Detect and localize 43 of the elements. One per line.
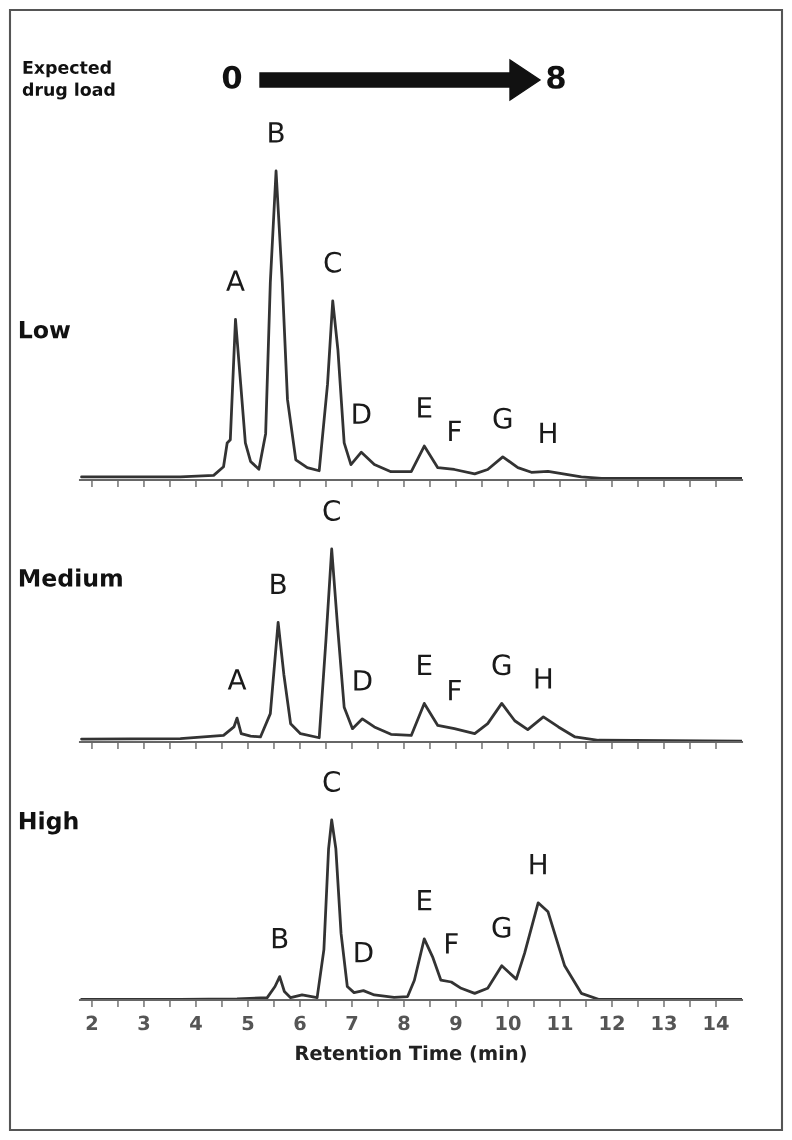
text: Expected drug load [22,60,115,100]
annotation: E [418,397,432,418]
x-tick-label: 8 [398,1015,410,1031]
x-tick-label: 5 [242,1015,254,1031]
chart-title: High [19,811,78,835]
annotation: F [446,933,458,954]
annotation: G [492,916,511,938]
x-tick-label: 7 [346,1015,358,1031]
x-tick-label: 2 [86,1015,98,1031]
text: Medium [19,568,122,587]
x-axis-title: Retention Time (min) [296,1045,526,1063]
annotation: A [227,669,247,690]
annotation: H [530,854,546,875]
annotation: G [493,407,512,429]
annotation: D [353,403,371,424]
annotation: B [272,927,288,949]
x-tick-label: 14 [704,1015,729,1031]
annotation: G [492,654,511,676]
annotation: H [535,668,552,689]
x-tick-label: 13 [652,1015,676,1031]
text: 0 [222,65,242,89]
annotation: A [226,270,245,291]
annotation: D [355,941,373,963]
annotation: D [354,670,372,691]
annotation: B [271,573,286,594]
annotation: C [323,770,340,792]
annotation: C [323,499,340,521]
x-tick-label: 10 [496,1015,521,1031]
x-tick-label: 4 [190,1015,202,1031]
x-tick-label: 6 [294,1015,306,1031]
text: 8 [547,65,565,89]
annotation: E [418,654,432,675]
annotation: B [269,122,284,143]
annotation: C [324,251,341,273]
annotation: E [418,890,432,911]
annotation: H [540,422,556,443]
x-tick-label: 3 [138,1015,150,1031]
annotation: F [449,420,461,442]
x-tick-label: 11 [548,1015,573,1031]
x-tick-label: 9 [450,1015,462,1031]
annotation: F [449,679,461,701]
text: Low [19,320,71,339]
x-tick-label: 12 [600,1015,624,1031]
